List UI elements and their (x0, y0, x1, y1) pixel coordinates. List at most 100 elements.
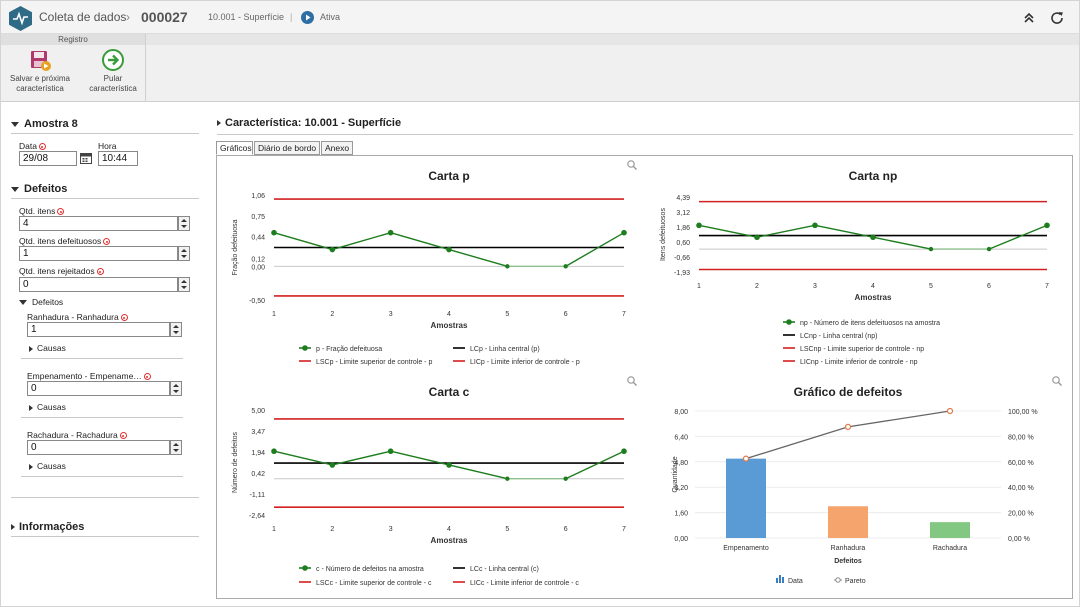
legend-label: LICc - Limite inferior de controle - c (470, 580, 579, 587)
zoom-icon[interactable] (627, 160, 637, 170)
time-input[interactable]: 10:44 (98, 151, 138, 166)
defect-item-input[interactable]: 1 (27, 322, 170, 337)
causes-toggle[interactable]: Causas (29, 343, 66, 353)
legend-marker (786, 319, 792, 325)
legend-marker (835, 577, 841, 583)
series-segment (448, 248, 508, 268)
x-tick-label: 3 (813, 283, 817, 290)
collapse-up-icon[interactable] (1021, 10, 1037, 26)
y2-tick-label: 60,00 % (1008, 460, 1034, 467)
defect-item-input[interactable]: 0 (27, 381, 170, 396)
series-segment (565, 232, 625, 267)
characteristic-header[interactable]: Característica: 10.001 - Superfície (217, 117, 401, 129)
y-tick-label: 8,00 (674, 409, 688, 416)
save-and-next-button[interactable]: Salvar e próxima característica (7, 48, 73, 94)
defect-item-stepper[interactable] (170, 440, 182, 455)
divider (11, 497, 199, 498)
data-point (329, 462, 336, 468)
date-input[interactable]: 29/08 (19, 151, 77, 166)
ribbon-header-strip (146, 34, 1079, 45)
series-segment (390, 450, 450, 466)
legend-label: Data (788, 578, 803, 585)
defect-item-label: Rachadura - Rachadura (27, 430, 127, 440)
charts-canvas: Carta p1,060,750,440,120,00-0,501 2 3 4 5 6 7A… (232, 160, 1062, 587)
skip-characteristic-button[interactable]: Pular característica (85, 48, 141, 94)
defect-item-stepper[interactable] (170, 381, 182, 396)
defect-item-stepper[interactable] (170, 322, 182, 337)
x-axis-title: Amostras (855, 293, 892, 302)
causes-toggle[interactable]: Causas (29, 461, 66, 471)
defective-stepper[interactable] (178, 246, 190, 261)
data-point (563, 476, 568, 481)
legend-label: LICnp - Limite inferior de controle - np (800, 359, 918, 366)
rejected-input[interactable]: 0 (19, 277, 178, 292)
qty-stepper[interactable] (178, 216, 190, 231)
y-tick-label: 3,12 (676, 210, 690, 217)
defective-input[interactable]: 1 (19, 246, 178, 261)
x-axis-title: Defeitos (834, 558, 862, 565)
data-point (621, 448, 627, 455)
y-tick-label: 1,06 (251, 193, 265, 200)
defect-item-input[interactable]: 0 (27, 440, 170, 455)
status-label: Ativa (320, 12, 341, 22)
data-point (870, 234, 876, 241)
y-tick-label: 0,00 (674, 536, 688, 543)
info-title: Informações (19, 521, 85, 533)
zoom-icon[interactable] (627, 376, 637, 386)
legend-label: LSCnp - Limite superior de controle - np (800, 346, 924, 353)
y-tick-label: -2,64 (249, 513, 265, 520)
required-icon (120, 314, 128, 322)
divider (21, 476, 183, 477)
chart-title: Carta p (428, 169, 469, 183)
chart-title: Carta c (429, 385, 470, 399)
data-point (621, 229, 627, 236)
section-sample[interactable]: Amostra 8 (11, 118, 78, 130)
data-point (563, 264, 568, 269)
defective-label: Qtd. itens defeituosos (19, 236, 111, 246)
legend-label: LCnp - Linha central (np) (800, 333, 877, 340)
y-axis-title: Itens defeituosos (660, 208, 667, 261)
section-info[interactable]: Informações (11, 521, 84, 533)
y-tick-label: 1,86 (676, 225, 690, 232)
y2-tick-label: 40,00 % (1008, 485, 1034, 492)
sample-title: Amostra 8 (24, 118, 78, 130)
y-tick-label: 4,80 (674, 460, 688, 467)
causes-toggle[interactable]: Causas (29, 402, 66, 412)
required-icon (119, 432, 127, 440)
defects-subtitle: Defeitos (32, 297, 64, 307)
y-tick-label: 0,00 (251, 264, 265, 271)
tab-logbook[interactable]: Diário de bordo (254, 141, 320, 155)
caret-right-icon (11, 524, 15, 531)
series-segment (273, 450, 333, 466)
skip-label-2: característica (89, 84, 137, 93)
chart-title: Gráfico de defeitos (794, 385, 903, 399)
x-tick-label: 6 (564, 526, 568, 533)
zoom-icon[interactable] (1052, 376, 1062, 386)
series-segment (872, 236, 932, 250)
x-tick-label: 3 (389, 526, 393, 533)
y-axis-title: Fração defeituosa (232, 219, 239, 275)
legend-marker (302, 345, 308, 351)
rejected-stepper[interactable] (178, 277, 190, 292)
tab-graphs[interactable]: Gráficos (216, 141, 253, 155)
characteristic-panel: Característica: 10.001 - Superfície Gráf… (206, 102, 1079, 607)
divider (21, 417, 183, 418)
tab-attachment[interactable]: Anexo (321, 141, 353, 155)
x-tick-label: 7 (622, 526, 626, 533)
qty-input[interactable]: 4 (19, 216, 178, 231)
x-tick-label: 2 (755, 283, 759, 290)
section-defects[interactable]: Defeitos (11, 183, 67, 195)
refresh-icon[interactable] (1049, 10, 1065, 26)
defects-subsection[interactable]: Defeitos (19, 297, 63, 307)
status-play-icon (301, 11, 314, 24)
arrow-right-icon (102, 49, 124, 71)
save-next-icon (31, 51, 51, 71)
module-title[interactable]: Coleta de dados (39, 10, 127, 24)
data-point (271, 229, 277, 236)
series-segment (448, 464, 508, 480)
calendar-icon[interactable] (80, 152, 92, 164)
causes-label: Causas (37, 461, 66, 471)
divider (217, 134, 1073, 135)
data-point (446, 462, 452, 468)
